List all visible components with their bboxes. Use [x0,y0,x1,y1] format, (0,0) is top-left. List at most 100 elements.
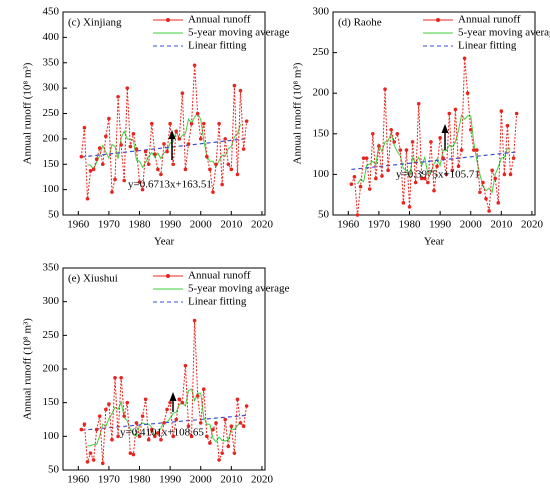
x-tick-label: 2000 [190,474,213,486]
legend-label: 5-year moving average [188,283,290,295]
y-tick-label: 100 [43,430,60,442]
data-point [159,172,163,177]
data-point [192,63,197,68]
data-point [201,121,206,126]
data-point [128,451,133,455]
panel: 50 100 150 200 250 300 350 1960 1970 1980 1990 2000… [22,262,290,486]
data-point [410,140,415,144]
panel: 50 100 150 200 250 300 1960 1970 1980 1990 2000 201… [292,6,550,248]
data-point [413,180,418,185]
data-point [398,148,403,152]
data-point [432,188,436,193]
equation: y=0.3975x+105.71 [396,169,480,181]
series-line [87,112,241,171]
y-axis-label: Annual runoff (10⁸ m³) [22,62,34,164]
data-point [205,154,209,159]
x-tick-label: 2020 [521,219,544,231]
data-point [137,434,142,439]
data-point [168,121,172,126]
data-point [508,172,513,177]
data-point [116,434,120,439]
legend-label: Annual runoff [188,14,251,26]
data-point [349,182,354,186]
legend-label: 5-year moving average [458,27,550,39]
legend-label: Linear fitting [188,40,247,52]
data-point [468,127,473,132]
data-point [444,172,449,177]
x-tick-label: 1960 [337,219,360,231]
x-axis-label: Year [424,236,445,248]
data-point [423,176,427,181]
data-point [416,101,421,106]
y-tick-label: 150 [43,158,60,170]
legend-label: Linear fitting [458,40,517,52]
data-point [244,404,249,408]
data-point [183,167,188,172]
data-point [471,148,476,152]
x-tick-label: 2010 [220,219,243,231]
data-point [217,458,221,462]
data-point [490,168,494,173]
legend-marker [436,18,440,22]
data-point [143,397,148,402]
legend-label: Linear fitting [188,296,247,308]
data-point [171,162,175,167]
data-point [143,149,148,154]
data-point [447,111,452,116]
data-point [85,460,90,464]
data-point [364,156,369,160]
data-point [180,400,185,405]
x-tick-label: 2010 [490,219,513,231]
data-point [149,121,154,126]
data-point [244,119,249,123]
data-point [358,184,363,189]
data-point [201,387,206,392]
data-point [487,209,491,213]
data-point [377,144,381,148]
data-point [214,421,218,425]
data-point [198,421,203,425]
data-point [211,427,215,432]
y-tick-label: 50 [48,464,60,476]
data-point [208,441,212,445]
data-point [122,178,127,183]
data-point [82,422,87,427]
data-point [223,137,228,141]
data-point [97,414,102,418]
arrow-head [441,124,449,133]
data-point [229,424,234,429]
data-point [104,134,108,139]
data-point [232,83,237,88]
y-tick-label: 150 [43,396,60,408]
data-point [223,417,228,422]
data-point [435,164,439,169]
data-point [156,431,160,435]
data-point [168,400,172,405]
data-point [386,168,390,173]
data-point [229,167,234,172]
x-tick-label: 1980 [129,219,152,231]
arrow-head [169,392,177,401]
data-point [82,125,87,130]
data-point [192,318,197,323]
data-point [140,414,145,418]
x-tick-label: 1990 [159,219,182,231]
data-point [208,167,212,172]
x-tick-label: 1960 [67,219,90,231]
data-point [475,148,479,152]
data-point [94,157,99,161]
y-tick-label: 300 [313,6,330,18]
legend-label: 5-year moving average [188,27,290,39]
data-point [137,180,142,184]
data-point [186,424,191,429]
x-tick-label: 1990 [429,219,452,231]
data-point [401,201,406,205]
data-point [110,437,114,442]
data-point [165,149,169,154]
data-point [183,363,188,368]
data-point [189,121,194,126]
data-point [241,147,246,151]
data-point [226,444,231,449]
data-point [392,140,397,144]
x-tick-label: 2000 [460,219,483,231]
